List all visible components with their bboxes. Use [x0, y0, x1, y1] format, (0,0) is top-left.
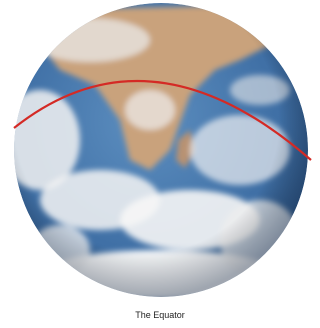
caption: The Equator: [135, 310, 185, 320]
earth: [0, 3, 308, 300]
globe-figure: The Equator: [0, 0, 315, 328]
page: The Equator (() => { const data = JSON.p…: [0, 0, 315, 328]
